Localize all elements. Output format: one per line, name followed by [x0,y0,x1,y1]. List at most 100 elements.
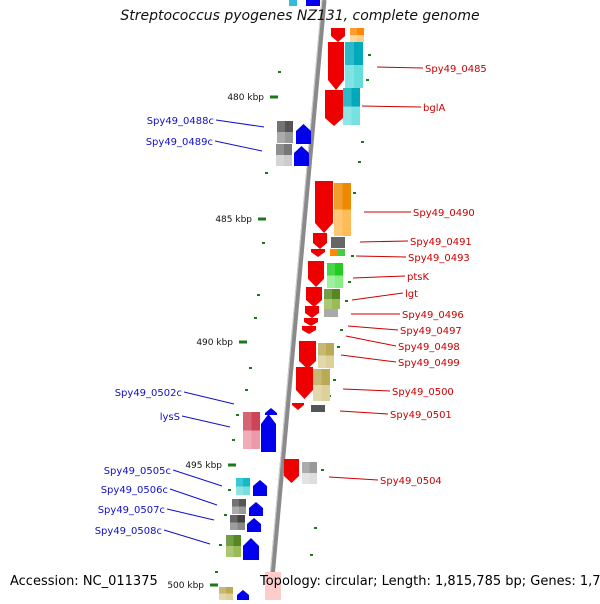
cds-feature [243,412,260,449]
cds-feature [324,289,340,309]
label-leader-line [376,66,424,69]
label-leader-line [214,140,263,152]
cds-feature [345,42,363,88]
plus-gene-arrow [299,341,316,369]
cds-feature [306,0,320,6]
tick-label: 490 kbp [196,338,233,348]
cds-feature [324,309,338,317]
plus-gene-label[interactable]: Spy49_0498 [398,342,460,353]
cds-feature [350,28,364,42]
minus-gene-arrow [296,124,311,144]
plus-gene-label[interactable]: Spy49_0493 [408,253,470,264]
minus-gene-arrow [243,538,259,560]
plus-gene-label[interactable]: Spy49_0496 [402,310,464,321]
label-leader-line [345,335,397,347]
minus-gene-label[interactable]: Spy49_0488c [147,116,214,127]
minus-gene-arrow [261,414,276,452]
cds-feature [330,249,338,256]
cds-feature [334,183,351,236]
cds-feature [276,144,292,166]
plus-gene-arrow [292,403,304,410]
tick-label: 480 kbp [227,93,264,103]
genome-backbone-highlight [267,0,323,601]
minus-gene-arrow [294,146,309,166]
label-leader-line [169,488,218,506]
cds-feature [318,343,334,368]
cds-feature [313,369,330,401]
cds-feature [226,535,241,557]
plus-gene-label[interactable]: Spy49_0500 [392,387,454,398]
tick-label: 485 kbp [215,215,252,225]
map-title: Streptococcus pyogenes NZ131, complete g… [120,8,480,24]
plus-gene-arrow [315,181,333,233]
minus-gene-label[interactable]: Spy49_0502c [115,388,182,399]
minus-gene-arrow [247,518,261,532]
label-leader-line [166,508,215,521]
plus-gene-arrow [296,367,313,399]
label-leader-line [355,255,407,258]
plus-gene-arrow [325,90,343,126]
plus-gene-label[interactable]: ptsK [407,272,429,283]
plus-gene-arrow [305,306,319,318]
label-leader-line [361,105,422,108]
cds-feature [230,515,245,530]
minus-gene-arrow [253,480,267,496]
cds-feature [302,462,317,484]
label-leader-line [172,469,223,487]
tick-label: 500 kbp [167,581,204,591]
minus-gene-label[interactable]: Spy49_0507c [98,505,165,516]
cds-feature [219,587,233,600]
cds-feature [331,237,345,248]
accession-text: Accession: NC_011375 [10,574,158,589]
plus-gene-label[interactable]: Spy49_0504 [380,476,442,487]
label-leader-line [215,119,265,128]
minus-gene-label[interactable]: Spy49_0506c [101,485,168,496]
minus-gene-arrow [265,408,277,415]
cds-feature [265,572,281,600]
plus-gene-label[interactable]: Spy49_0491 [410,237,472,248]
minus-gene-label[interactable]: Spy49_0489c [146,137,213,148]
plus-gene-arrow [313,233,327,249]
label-leader-line [183,391,235,405]
plus-gene-arrow [306,287,322,307]
plus-gene-label[interactable]: Spy49_0497 [400,326,462,337]
label-leader-line [351,292,404,301]
label-leader-line [181,415,231,428]
cds-feature [311,405,325,412]
label-leader-line [342,388,391,392]
plus-gene-label[interactable]: Spy49_0501 [390,410,452,421]
plus-gene-arrow [302,326,316,334]
cds-feature [277,121,293,143]
minus-gene-arrow [237,590,249,600]
plus-gene-arrow [304,318,318,326]
plus-gene-arrow [328,42,344,90]
plus-gene-label[interactable]: Spy49_0485 [425,64,487,75]
label-leader-line [339,410,389,415]
minus-gene-label[interactable]: lysS [160,412,180,423]
minus-gene-label[interactable]: Spy49_0508c [95,526,162,537]
plus-gene-label[interactable]: Spy49_0499 [398,358,460,369]
label-leader-line [163,529,211,545]
cds-feature [343,88,360,125]
plus-gene-arrow [311,249,325,257]
tick-label: 495 kbp [185,461,222,471]
label-leader-line [340,354,397,363]
plus-gene-label[interactable]: Spy49_0490 [413,208,475,219]
cds-feature [338,249,345,256]
plus-gene-label[interactable]: bglA [423,103,445,114]
cds-feature [236,478,250,495]
genome-info-text: Topology: circular; Length: 1,815,785 bp… [260,574,600,589]
label-leader-line [359,240,409,243]
label-leader-line [347,325,399,331]
minus-gene-label[interactable]: Spy49_0505c [104,466,171,477]
plus-gene-arrow [308,261,324,287]
label-leader-line [352,275,406,279]
cds-feature [327,263,343,288]
plus-gene-label[interactable]: lgt [405,289,418,300]
genome-backbone [267,0,327,601]
label-leader-line [328,476,379,481]
plus-gene-arrow [331,28,345,42]
minus-gene-arrow [249,502,263,516]
